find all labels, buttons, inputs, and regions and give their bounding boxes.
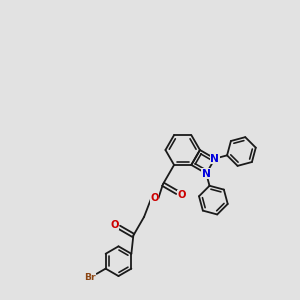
Text: N: N xyxy=(202,169,211,178)
Text: Br: Br xyxy=(84,273,96,282)
Text: N: N xyxy=(210,154,219,164)
Text: O: O xyxy=(151,194,159,203)
Text: O: O xyxy=(110,220,119,230)
Text: O: O xyxy=(178,190,186,200)
